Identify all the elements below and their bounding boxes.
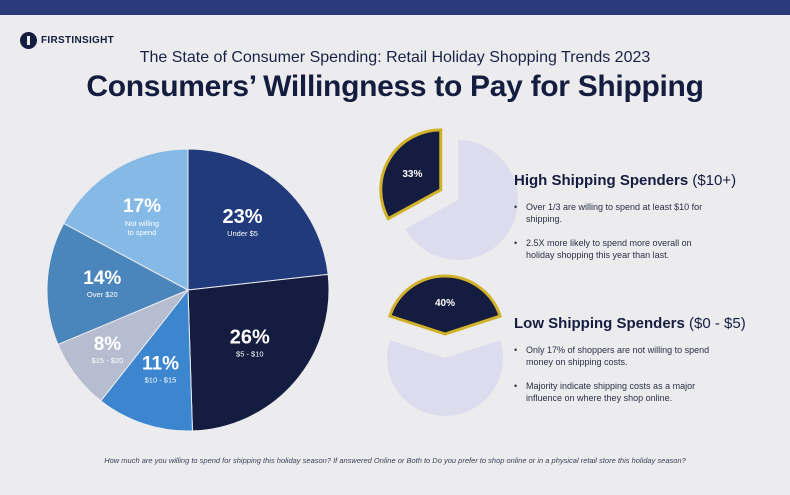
brand-name: FIRSTINSIGHT: [41, 35, 115, 46]
survey-question-footnote: How much are you willing to spend for sh…: [104, 456, 686, 465]
pie-category-label-2: $10 - $15: [145, 376, 177, 385]
small-pie-1-highlight: [379, 128, 443, 221]
pie-percent-label-5: 17%: [123, 196, 161, 217]
low-shipping-title: Low Shipping Spenders: [514, 315, 685, 332]
pie-slice-2: [100, 288, 193, 432]
pie-slice-1: [187, 273, 330, 432]
pie-percent-label-1: 26%: [230, 327, 270, 349]
small-pie-2-label: 40%: [435, 298, 455, 309]
small-pie-2-highlight: [387, 274, 503, 336]
high-shipping-title: High Shipping Spenders: [514, 172, 689, 189]
first-insight-logo-icon: [20, 32, 37, 49]
low-shipping-bullets: Only 17% of shoppers are not willing to …: [514, 344, 774, 404]
pie-percent-label-0: 23%: [223, 206, 263, 228]
pie-percent-label-3: 8%: [94, 334, 122, 355]
pie-slice-5: [63, 148, 189, 291]
bullet-item: Majority indicate shipping costs as a ma…: [514, 380, 721, 404]
chart-title: Consumers’ Willingness to Pay for Shippi…: [86, 70, 704, 103]
pie-category-label-5-line2: to spend: [128, 228, 157, 237]
bullet-item: Only 17% of shoppers are not willing to …: [514, 344, 721, 368]
high-shipping-section: High Shipping Spenders ($10+) Over 1/3 a…: [514, 172, 774, 273]
low-shipping-heading: Low Shipping Spenders ($0 - $5): [514, 315, 774, 332]
top-accent-bar: [0, 0, 790, 15]
small-pie-2-rest: [386, 340, 503, 417]
report-subtitle: The State of Consumer Spending: Retail H…: [139, 49, 651, 66]
high-shipping-range: ($10+): [692, 172, 737, 189]
pie-percent-label-2: 11%: [142, 354, 179, 375]
pie-category-label-0: Under $5: [227, 229, 258, 238]
bullet-item: Over 1/3 are willing to spend at least $…: [514, 201, 721, 225]
low-shipping-section: Low Shipping Spenders ($0 - $5) Only 17%…: [514, 315, 774, 416]
pie-slice-0: [187, 148, 329, 291]
pie-category-label-4: Over $20: [87, 290, 118, 299]
pie-category-label-5: Not willing: [125, 219, 159, 228]
high-shipping-heading: High Shipping Spenders ($10+): [514, 172, 774, 189]
small-pie-1-rest: [405, 140, 518, 260]
pie-slice-4: [46, 222, 190, 346]
bullet-item: 2.5X more likely to spend more overall o…: [514, 237, 721, 261]
small-pie-1-label: 33%: [402, 169, 422, 180]
low-shipping-range: ($0 - $5): [689, 315, 746, 332]
high-shipping-bullets: Over 1/3 are willing to spend at least $…: [514, 201, 774, 261]
pie-percent-label-4: 14%: [83, 268, 121, 289]
pie-category-label-3: $15 - $20: [92, 356, 124, 365]
pie-category-label-1: $5 - $10: [236, 350, 264, 359]
brand-logo: FIRSTINSIGHT: [20, 32, 114, 49]
